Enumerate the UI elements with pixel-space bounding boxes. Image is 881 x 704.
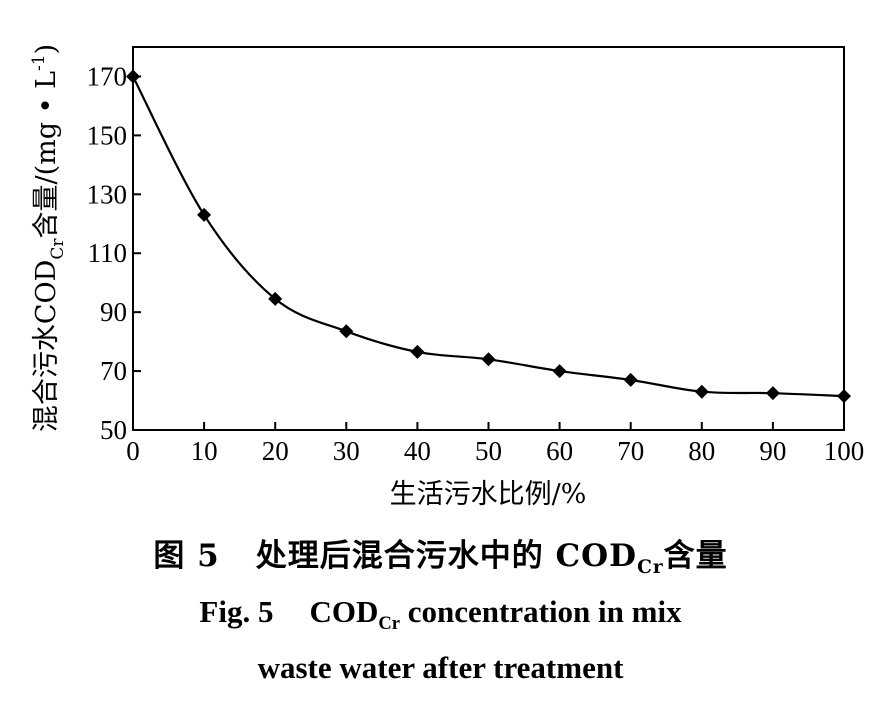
y-axis-title: 混合污水CODCr含量/(mg • L-1)	[29, 44, 68, 432]
caption-en-figure-number: Fig. 5	[199, 594, 274, 629]
x-tick-label: 70	[617, 436, 644, 466]
x-tick-label: 90	[759, 436, 786, 466]
x-tick-label: 20	[262, 436, 289, 466]
y-axis-title-end: )	[31, 44, 62, 55]
y-axis-ticks: 50 70 90 110 130 150 170	[87, 61, 141, 445]
y-tick-label: 90	[100, 297, 127, 327]
x-tick-label: 80	[688, 436, 715, 466]
x-tick-label: 60	[546, 436, 573, 466]
caption-en-sub: Cr	[378, 613, 401, 635]
data-point-marker	[268, 291, 283, 306]
caption-zh-figure-number: 图 5	[153, 538, 220, 574]
y-axis-title-main: 混合污水COD	[31, 260, 62, 432]
y-axis-title-sup: -1	[29, 54, 49, 71]
x-axis-title: 生活污水比例/%	[390, 479, 587, 510]
data-point-marker	[837, 389, 851, 404]
data-point-marker	[552, 364, 567, 379]
x-axis-ticks: 0 10 20 30 40 50 60 70 80 90 100	[126, 422, 864, 466]
data-point-marker	[339, 324, 354, 339]
data-point-marker	[126, 69, 140, 84]
caption-en-tail: concentration in mix	[400, 594, 682, 629]
caption-zh-sub: Cr	[637, 557, 664, 579]
caption-chinese: 图 5 处理后混合污水中的 CODCr含量	[0, 530, 881, 578]
y-axis-title-sub: Cr	[48, 238, 68, 260]
y-tick-label: 130	[87, 179, 128, 209]
y-tick-label: 170	[87, 61, 128, 91]
x-tick-label: 0	[126, 436, 140, 466]
x-tick-label: 100	[824, 436, 865, 466]
data-point-marker	[694, 384, 709, 399]
data-point-marker	[197, 207, 212, 222]
caption-zh-text: 处理后混合污水中的 COD	[255, 538, 638, 574]
cod-chart: 50 70 90 110 130 150 170 0 10 20 30 40 50 60 70 80 90 10…	[29, 44, 864, 510]
data-point-marker	[765, 386, 780, 401]
y-tick-label: 150	[87, 120, 128, 150]
data-point-marker	[410, 344, 425, 359]
y-tick-label: 70	[100, 356, 127, 386]
y-axis-title-rest: 含量/(mg • L	[31, 71, 62, 239]
caption-en-text: COD	[309, 594, 379, 629]
y-tick-label: 110	[88, 238, 128, 268]
y-tick-label: 50	[100, 415, 127, 445]
x-tick-label: 50	[475, 436, 502, 466]
plot-frame	[132, 46, 845, 431]
caption-english-line2: waste water after treatment	[257, 650, 624, 685]
caption-zh-tail: 含量	[663, 538, 728, 574]
caption-english-line1: Fig. 5 CODCr concentration in mix	[0, 594, 881, 635]
x-tick-label: 10	[191, 436, 218, 466]
x-tick-label: 30	[333, 436, 360, 466]
x-tick-label: 40	[404, 436, 431, 466]
data-point-marker	[623, 372, 638, 387]
data-point-marker	[481, 352, 496, 367]
series-line	[132, 75, 845, 398]
data-markers	[126, 69, 851, 404]
